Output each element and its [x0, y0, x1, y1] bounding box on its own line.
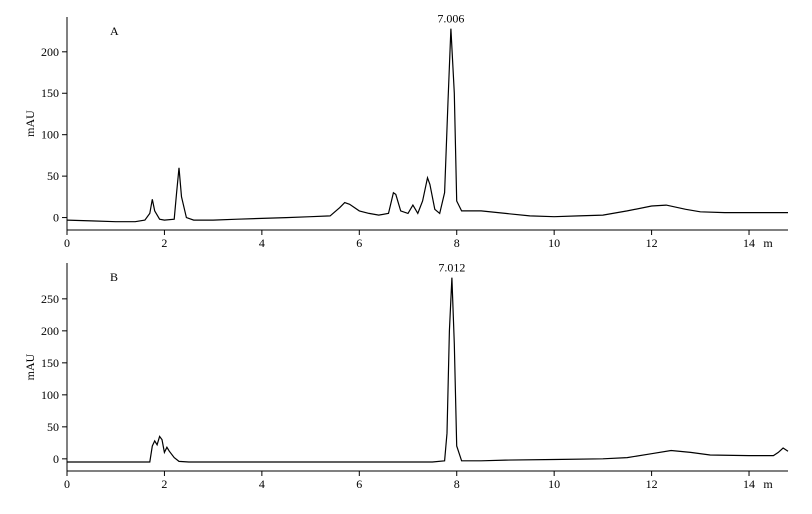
panel-label: B: [110, 270, 118, 284]
x-tick-label: 2: [161, 236, 167, 250]
y-tick-label: 100: [41, 388, 59, 402]
panel-label: A: [110, 24, 119, 38]
y-tick-label: 150: [41, 86, 59, 100]
y-tick-label: 50: [47, 169, 59, 183]
x-tick-label: 12: [646, 236, 658, 250]
y-tick-label: 0: [53, 452, 59, 466]
y-tick-label: 250: [41, 292, 59, 306]
y-tick-label: 100: [41, 128, 59, 142]
x-tick-label: 14: [743, 236, 755, 250]
y-axis-label: mAU: [23, 110, 37, 137]
peak-annotation: 7.012: [438, 261, 465, 275]
y-tick-label: 150: [41, 356, 59, 370]
x-tick-label: 4: [259, 236, 265, 250]
x-tick-label: 8: [454, 477, 460, 491]
x-tick-label: 0: [64, 236, 70, 250]
peak-annotation: 7.006: [437, 12, 464, 26]
trace: [67, 277, 789, 463]
x-tick-label: 4: [259, 477, 265, 491]
x-tick-label: 0: [64, 477, 70, 491]
x-tick-label: 10: [548, 236, 560, 250]
y-tick-label: 0: [53, 211, 59, 225]
trace: [66, 28, 788, 223]
x-tick-label: 12: [646, 477, 658, 491]
x-tick-label: 6: [356, 236, 362, 250]
x-tick-label: 14: [743, 477, 755, 491]
y-axis-label: mAU: [23, 353, 37, 380]
x-tick-label: 6: [356, 477, 362, 491]
x-axis-label: m: [763, 236, 773, 250]
x-tick-label: 2: [161, 477, 167, 491]
y-tick-label: 200: [41, 324, 59, 338]
x-axis-label: m: [763, 477, 773, 491]
y-tick-label: 50: [47, 420, 59, 434]
x-tick-label: 10: [548, 477, 560, 491]
y-tick-label: 200: [41, 45, 59, 59]
x-tick-label: 8: [454, 236, 460, 250]
